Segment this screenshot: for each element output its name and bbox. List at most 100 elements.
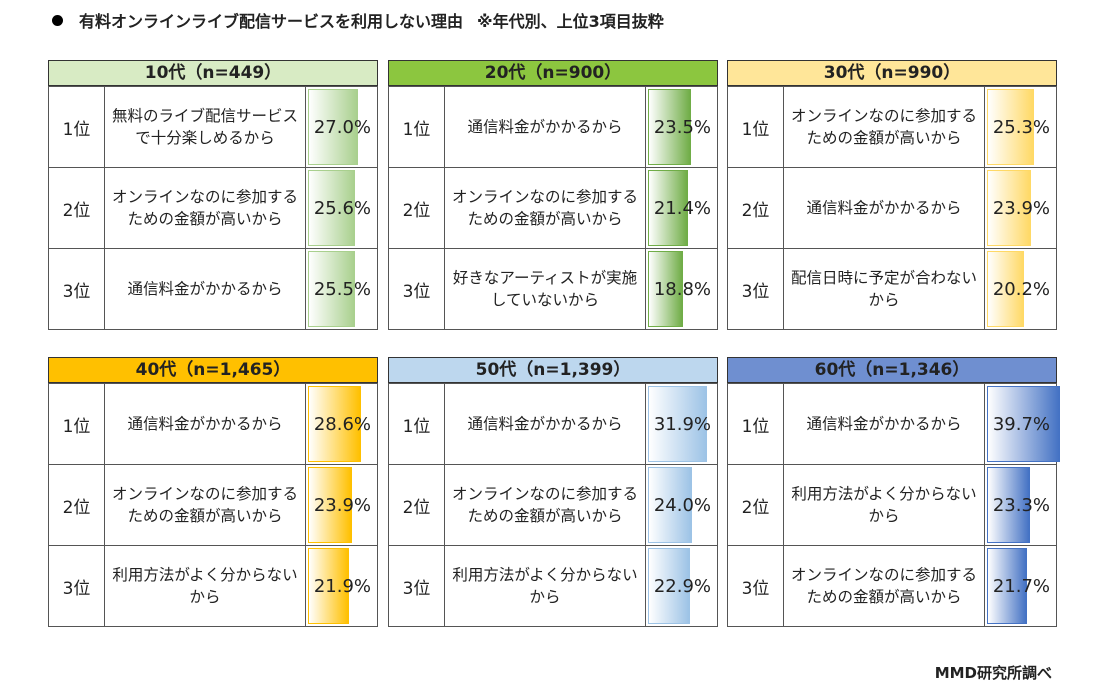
rank-label: 2位 xyxy=(388,464,445,546)
rank-label: 1位 xyxy=(388,383,445,465)
rank-label: 2位 xyxy=(727,464,784,546)
value-cell: 21.7% xyxy=(984,545,1057,627)
value-cell: 21.9% xyxy=(305,545,378,627)
ranking-row: 1位 通信料金がかかるから 28.6% xyxy=(48,383,378,465)
value-cell: 31.9% xyxy=(645,383,718,465)
rank-label: 1位 xyxy=(48,383,105,465)
ranking-row: 2位 利用方法がよく分からないから 23.3% xyxy=(727,464,1057,546)
ranking-table: 1位 通信料金がかかるから 23.5% 2位 オンラインなのに参加するための金額が高いか… xyxy=(388,86,718,330)
rank-label: 2位 xyxy=(48,167,105,249)
rank-label: 3位 xyxy=(388,545,445,627)
ranking-table: 1位 通信料金がかかるから 31.9% 2位 オンラインなのに参加するための金額が高いか… xyxy=(388,383,718,627)
value-label: 18.8% xyxy=(653,278,711,300)
panel-header: 60代（n=1,346） xyxy=(727,357,1057,383)
value-bar xyxy=(987,386,1060,462)
rank-label: 3位 xyxy=(48,545,105,627)
reason-label: 利用方法がよく分からないから xyxy=(444,545,646,627)
ranking-table: 1位 無料のライブ配信サービスで十分楽しめるから 27.0% 2位 オンラインなのに参加… xyxy=(48,86,378,330)
value-bar xyxy=(648,386,707,462)
rank-label: 1位 xyxy=(727,383,784,465)
rank-label: 1位 xyxy=(727,86,784,168)
value-bar xyxy=(987,467,1030,543)
reason-label: 通信料金がかかるから xyxy=(444,383,646,465)
reason-label: オンラインなのに参加するための金額が高いから xyxy=(783,86,985,168)
ranking-panel: 20代（n=900） 1位 通信料金がかかるから 23.5% 2位 オンラインなのに参加す… xyxy=(388,60,718,330)
ranking-row: 1位 オンラインなのに参加するための金額が高いから 25.3% xyxy=(727,86,1057,168)
reason-label: 無料のライブ配信サービスで十分楽しめるから xyxy=(104,86,306,168)
ranking-row: 2位 オンラインなのに参加するための金額が高いから 24.0% xyxy=(388,464,718,546)
rank-label: 1位 xyxy=(48,86,105,168)
value-bar xyxy=(987,170,1031,246)
source-credit: MMD研究所調べ xyxy=(934,664,1052,682)
ranking-row: 3位 通信料金がかかるから 25.5% xyxy=(48,248,378,330)
panel-header: 40代（n=1,465） xyxy=(48,357,378,383)
chart-title-row: 有料オンラインライブ配信サービスを利用しない理由 ※年代別、上位3項目抜粋 xyxy=(52,8,664,32)
value-label: 21.7% xyxy=(992,575,1050,597)
ranking-row: 3位 オンラインなのに参加するための金額が高いから 21.7% xyxy=(727,545,1057,627)
rank-label: 1位 xyxy=(388,86,445,168)
value-label: 28.6% xyxy=(313,413,371,435)
rank-label: 3位 xyxy=(48,248,105,330)
ranking-panel: 40代（n=1,465） 1位 通信料金がかかるから 28.6% 2位 オンラインなのに参… xyxy=(48,357,378,627)
value-cell: 23.3% xyxy=(984,464,1057,546)
value-label: 21.4% xyxy=(653,197,711,219)
ranking-row: 3位 好きなアーティストが実施していないから 18.8% xyxy=(388,248,718,330)
value-cell: 25.5% xyxy=(305,248,378,330)
rank-label: 2位 xyxy=(727,167,784,249)
reason-label: オンラインなのに参加するための金額が高いから xyxy=(444,464,646,546)
reason-label: オンラインなのに参加するための金額が高いから xyxy=(104,167,306,249)
value-cell: 21.4% xyxy=(645,167,718,249)
reason-label: 配信日時に予定が合わないから xyxy=(783,248,985,330)
value-cell: 23.9% xyxy=(305,464,378,546)
ranking-row: 2位 通信料金がかかるから 23.9% xyxy=(727,167,1057,249)
value-bar xyxy=(987,548,1027,624)
reason-label: オンラインなのに参加するための金額が高いから xyxy=(783,545,985,627)
reason-label: 利用方法がよく分からないから xyxy=(783,464,985,546)
value-bar xyxy=(308,251,355,327)
value-label: 24.0% xyxy=(653,494,711,516)
value-label: 23.3% xyxy=(992,494,1050,516)
value-cell: 22.9% xyxy=(645,545,718,627)
value-cell: 20.2% xyxy=(984,248,1057,330)
value-label: 39.7% xyxy=(992,413,1050,435)
reason-label: 利用方法がよく分からないから xyxy=(104,545,306,627)
value-bar xyxy=(648,170,688,246)
value-label: 23.9% xyxy=(992,197,1050,219)
reason-label: オンラインなのに参加するための金額が高いから xyxy=(104,464,306,546)
value-bar xyxy=(648,89,691,165)
value-bar xyxy=(987,251,1024,327)
panel-header: 30代（n=990） xyxy=(727,60,1057,86)
chart-title: 有料オンラインライブ配信サービスを利用しない理由 xyxy=(79,12,464,31)
panel-header: 10代（n=449） xyxy=(48,60,378,86)
value-label: 23.9% xyxy=(313,494,371,516)
value-bar xyxy=(648,467,692,543)
ranking-row: 3位 配信日時に予定が合わないから 20.2% xyxy=(727,248,1057,330)
value-cell: 28.6% xyxy=(305,383,378,465)
value-bar xyxy=(648,548,690,624)
ranking-table: 1位 通信料金がかかるから 39.7% 2位 利用方法がよく分からないから 23.3% 3位… xyxy=(727,383,1060,627)
chart-note: ※年代別、上位3項目抜粋 xyxy=(477,12,664,31)
value-bar xyxy=(308,170,355,246)
reason-label: 通信料金がかかるから xyxy=(783,383,985,465)
value-cell: 24.0% xyxy=(645,464,718,546)
reason-label: 通信料金がかかるから xyxy=(104,383,306,465)
rank-label: 3位 xyxy=(388,248,445,330)
reason-label: 通信料金がかかるから xyxy=(783,167,985,249)
ranking-row: 1位 通信料金がかかるから 31.9% xyxy=(388,383,718,465)
value-label: 25.5% xyxy=(313,278,371,300)
value-bar xyxy=(308,548,349,624)
value-bar xyxy=(308,89,358,165)
ranking-table: 1位 オンラインなのに参加するための金額が高いから 25.3% 2位 通信料金がかかるか… xyxy=(727,86,1057,330)
ranking-row: 1位 通信料金がかかるから 23.5% xyxy=(388,86,718,168)
value-label: 25.3% xyxy=(992,116,1050,138)
value-cell: 23.9% xyxy=(984,167,1057,249)
value-label: 23.5% xyxy=(653,116,711,138)
bullet-icon xyxy=(52,14,63,26)
ranking-row: 3位 利用方法がよく分からないから 22.9% xyxy=(388,545,718,627)
ranking-panel: 60代（n=1,346） 1位 通信料金がかかるから 39.7% 2位 利用方法がよく分か… xyxy=(727,357,1060,627)
panel-header: 20代（n=900） xyxy=(388,60,718,86)
reason-label: 通信料金がかかるから xyxy=(104,248,306,330)
ranking-panel: 50代（n=1,399） 1位 通信料金がかかるから 31.9% 2位 オンラインなのに参… xyxy=(388,357,718,627)
rank-label: 2位 xyxy=(48,464,105,546)
value-bar xyxy=(308,386,361,462)
